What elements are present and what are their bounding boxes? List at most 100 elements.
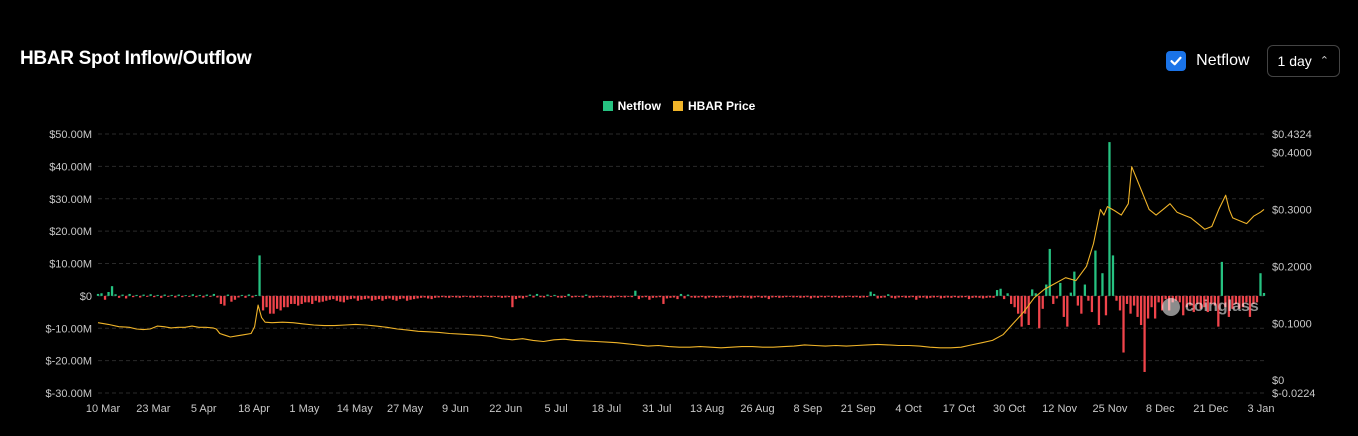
netflow-bar [258,255,261,296]
netflow-bar [384,295,388,300]
netflow-bar [412,295,416,300]
x-tick-label: 21 Dec [1193,403,1228,415]
netflow-bar [240,294,244,296]
netflow-bar [451,295,454,298]
watermark-text: coinglass [1185,298,1259,315]
x-tick-label: 10 Mar [86,403,121,415]
y-left-tick-label: $30.00M [49,194,92,206]
netflow-bar [377,295,381,300]
netflow-bar [314,295,317,301]
netflow-bar [767,295,770,300]
legend-swatch-price [672,101,683,111]
netflow-bar [153,295,156,298]
netflow-bar [539,295,542,298]
netflow-bar [978,295,981,298]
netflow-bar [672,295,676,298]
netflow-bar [686,294,690,296]
netflow-bar [160,295,163,298]
netflow-bar [437,295,440,298]
netflow-bar [1038,295,1041,329]
y-left-tick-label: $50.00M [49,129,92,141]
netflow-bar [121,294,124,296]
netflow-bar [588,295,591,298]
netflow-bar [1045,284,1048,296]
netflow-bar [356,295,360,301]
netflow-bar [799,295,802,298]
netflow-bar [595,295,598,298]
netflow-bar [321,295,324,302]
netflow-checkbox[interactable] [1166,51,1187,71]
interval-select[interactable]: 1 day ⌃ [1266,45,1340,77]
netflow-checkbox-label[interactable]: Netflow [1196,52,1250,69]
netflow-bar [1118,295,1122,311]
netflow-bar [592,295,595,298]
netflow-bar [469,295,472,298]
netflow-bar [630,295,633,298]
netflow-bar [184,295,187,297]
netflow-bar [493,295,496,297]
netflow-bar [627,295,630,297]
legend-item-price[interactable]: HBAR Price [672,99,755,113]
netflow-bar [848,295,851,297]
netflow-bar [226,294,230,296]
netflow-bar [1027,295,1030,326]
netflow-bar [170,294,173,296]
netflow-bar [739,295,742,298]
netflow-bar [809,295,813,299]
netflow-bar [1108,142,1111,296]
netflow-bar [528,294,532,296]
netflow-bar [634,290,637,296]
netflow-bar [367,295,370,299]
netflow-bar [1132,295,1136,306]
y-right-tick-label: $0.2000 [1272,261,1312,273]
netflow-bar [1189,295,1192,306]
netflow-bar [328,295,331,300]
netflow-bar [395,295,398,301]
netflow-bar [409,295,412,300]
netflow-bar [585,294,588,296]
legend-label-netflow: Netflow [617,99,661,113]
netflow-bar [922,295,925,298]
netflow-bar [297,295,300,306]
netflow-bar [736,295,739,298]
netflow-bar [887,294,890,296]
netflow-bar [953,295,957,298]
netflow-bar [1020,295,1023,327]
netflow-bar [163,294,166,296]
netflow-bar [570,295,574,298]
netflow-bar [283,295,286,308]
x-tick-label: 18 Jul [592,403,621,415]
netflow-bar [1248,295,1252,317]
netflow-bar [974,295,978,298]
netflow-bar [792,295,795,298]
netflow-bar [795,295,799,298]
netflow-bar [732,295,735,298]
netflow-bar [827,295,830,297]
netflow-bar [911,295,914,298]
netflow-bar [363,295,367,300]
netflow-bar [279,295,282,311]
netflow-bar [1220,261,1223,296]
netflow-bar [476,295,479,298]
netflow-bar [918,295,921,298]
netflow-bar [939,295,943,299]
netflow-bar [1066,295,1069,327]
netflow-bar [764,295,767,298]
netflow-bar [711,295,714,298]
netflow-bar [946,295,950,298]
netflow-bar [774,295,777,298]
legend-swatch-netflow [602,101,613,111]
netflow-bar [96,293,100,296]
netflow-bar [883,295,886,298]
y-left-tick-label: $10.00M [49,259,92,271]
netflow-bar [223,295,226,306]
netflow-bar [609,295,612,298]
netflow-bar [823,295,827,298]
netflow-bar [781,295,784,298]
netflow-bar [346,295,349,300]
legend-item-netflow[interactable]: Netflow [602,99,661,113]
y-left-tick-label: $20.00M [49,226,92,238]
netflow-bar [1227,295,1231,317]
netflow-bar [388,295,391,299]
